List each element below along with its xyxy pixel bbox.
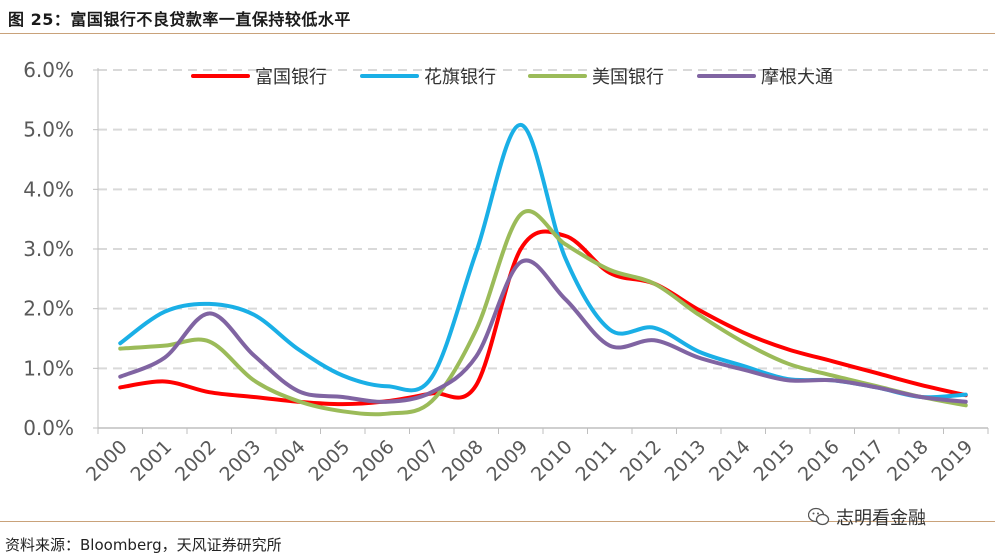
- x-tick-label: 2012: [616, 436, 666, 486]
- watermark: 志明看金融: [808, 504, 926, 530]
- x-tick-label: 2015: [750, 436, 800, 486]
- series-line-1: [118, 122, 968, 400]
- watermark-text: 志明看金融: [836, 508, 926, 529]
- x-tick-label: 2000: [82, 436, 132, 486]
- legend-label: 富国银行: [255, 67, 327, 88]
- x-tick-label: 2011: [572, 436, 622, 486]
- y-tick-label: 2.0%: [23, 297, 74, 321]
- series-line-0: [118, 229, 968, 407]
- y-tick-label: 1.0%: [23, 356, 74, 380]
- x-tick-label: 2006: [349, 436, 399, 486]
- y-tick-label: 0.0%: [23, 416, 74, 440]
- x-tick-label: 2009: [483, 436, 533, 486]
- x-tick-label: 2007: [394, 436, 444, 486]
- y-tick-label: 4.0%: [23, 177, 74, 201]
- legend-label: 花旗银行: [424, 67, 496, 88]
- axes: [93, 68, 989, 434]
- x-tick-label: 2003: [216, 436, 266, 486]
- y-tick-labels: 0.0% 1.0% 2.0% 3.0% 4.0% 5.0% 6.0%: [23, 58, 74, 440]
- x-tick-label: 2008: [438, 436, 488, 486]
- top-divider: [0, 33, 995, 34]
- x-tick-label: 2005: [305, 436, 355, 486]
- figure-title: 图 25：富国银行不良贷款率一直保持较低水平: [8, 10, 351, 29]
- x-tick-label: 2014: [705, 436, 755, 486]
- x-tick-label: 2016: [794, 436, 844, 486]
- x-tick-label: 2017: [839, 436, 889, 486]
- series-line-3: [118, 258, 968, 404]
- x-tick-label: 2013: [661, 436, 711, 486]
- y-tick-label: 3.0%: [23, 237, 74, 261]
- y-tick-label: 6.0%: [23, 58, 74, 82]
- legend: 富国银行 花旗银行 美国银行 摩根大通: [191, 67, 833, 88]
- gridlines: [98, 69, 988, 370]
- x-tick-label: 2001: [127, 436, 177, 486]
- x-tick-labels: 2000200120022003200420052006200720082009…: [82, 436, 977, 486]
- y-tick-label: 5.0%: [23, 118, 74, 142]
- x-tick-label: 2010: [527, 436, 577, 486]
- bottom-divider: [0, 521, 995, 522]
- x-tick-label: 2004: [260, 436, 310, 486]
- wechat-icon: [808, 507, 830, 526]
- series-line-2: [118, 209, 968, 417]
- legend-label: 摩根大通: [761, 67, 833, 88]
- x-tick-label: 2002: [171, 436, 221, 486]
- x-tick-label: 2018: [883, 436, 933, 486]
- legend-label: 美国银行: [592, 67, 664, 88]
- series-lines: [118, 122, 968, 417]
- x-tick-label: 2019: [928, 436, 978, 486]
- source-note: 资料来源：Bloomberg，天风证券研究所: [5, 536, 282, 554]
